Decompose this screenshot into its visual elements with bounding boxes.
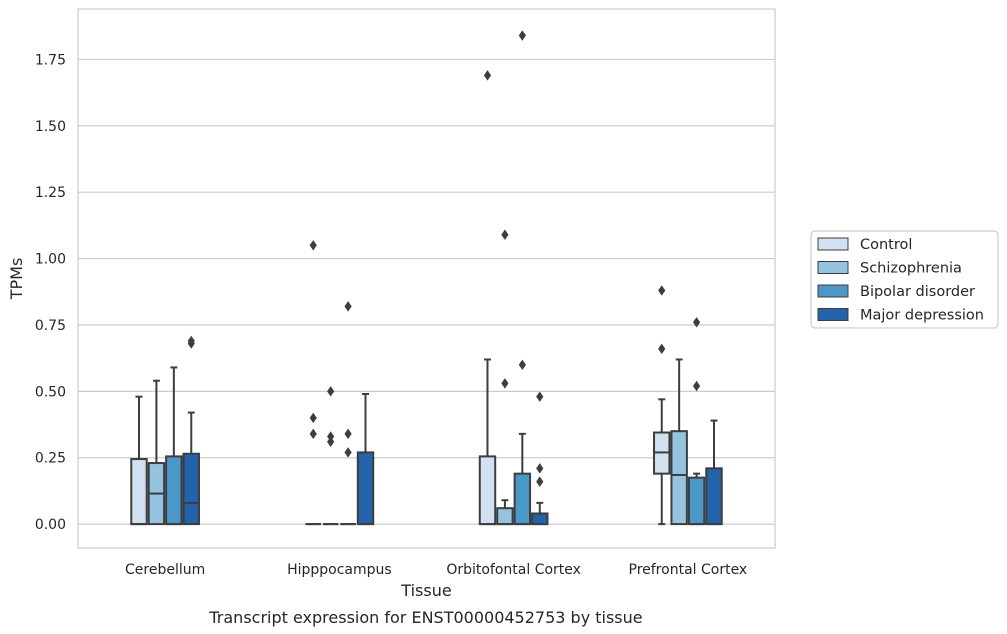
- box-schizophrenia: [496, 229, 514, 526]
- outlier-point: [692, 380, 701, 392]
- iqr-box: [182, 452, 200, 526]
- box-major-depression: [356, 393, 375, 526]
- outlier-point: [309, 428, 317, 440]
- y-tick-label: 1.75: [35, 52, 66, 68]
- outlier-point: [327, 431, 335, 442]
- iqr-box: [130, 458, 148, 526]
- legend-label: Schizophrenia: [860, 261, 962, 277]
- box-control: [305, 240, 321, 526]
- legend-swatch: [817, 237, 849, 251]
- outlier-point: [327, 386, 335, 397]
- y-axis-ticks: 0.00 0.25 0.50 0.75 1.00 1.25 1.50 1.75: [35, 52, 66, 533]
- box-control: [478, 70, 497, 526]
- legend-label: Major depression: [860, 308, 984, 324]
- outlier-point: [536, 391, 544, 402]
- legend-frame: [810, 230, 999, 329]
- x-tick-label: Hipppocampus: [287, 562, 392, 578]
- box-bipolar-disorder: [687, 317, 706, 526]
- iqr-box: [670, 430, 688, 526]
- outlier-point: [501, 229, 509, 240]
- legend-label: Bipolar disorder: [860, 284, 975, 300]
- outlier-point: [309, 412, 317, 424]
- plot-area-frame: [77, 8, 776, 549]
- outlier-point: [344, 447, 352, 458]
- outlier-point: [518, 359, 526, 370]
- box-bipolar-disorder: [340, 301, 356, 526]
- legend-swatch: [817, 308, 849, 321]
- iqr-box: [513, 472, 532, 526]
- box-control: [130, 395, 148, 526]
- y-tick-label: 0.75: [35, 318, 66, 334]
- x-tick-label: Prefrontal Cortex: [629, 562, 748, 578]
- box-major-depression: [705, 419, 723, 526]
- box-groups: [130, 30, 723, 526]
- box-bipolar-disorder: [513, 30, 532, 526]
- x-tick-label: Orbitofontal Cortex: [446, 562, 581, 578]
- outlier-point: [658, 285, 666, 296]
- y-axis-label: TPMs: [7, 258, 26, 301]
- outlier-point: [536, 463, 544, 474]
- iqr-box: [705, 467, 723, 526]
- iqr-box: [356, 451, 375, 526]
- y-tick-label: 0.50: [35, 384, 66, 400]
- x-axis-label: Tissue: [400, 581, 451, 600]
- box-major-depression: [531, 391, 549, 526]
- outlier-point: [536, 476, 544, 487]
- outlier-point: [344, 301, 352, 312]
- y-tick-label: 1.50: [35, 119, 66, 135]
- x-tick-label: Cerebellum: [125, 562, 205, 578]
- y-tick-label: 1.00: [35, 252, 66, 268]
- outlier-point: [692, 317, 701, 328]
- outlier-point: [344, 428, 352, 440]
- outlier-point: [187, 335, 195, 347]
- chart-caption: Transcript expression for ENST0000045275…: [208, 608, 642, 627]
- outlier-point: [327, 436, 335, 447]
- iqr-box: [478, 455, 497, 526]
- y-tick-label: 1.25: [35, 185, 66, 201]
- outlier-point: [518, 30, 526, 41]
- legend-swatch: [817, 261, 849, 274]
- legend: Control Schizophrenia Bipolar disorder Majo…: [810, 230, 999, 329]
- box-major-depression: [182, 335, 200, 526]
- outlier-point: [309, 240, 317, 251]
- y-tick-label: 0.25: [35, 451, 66, 467]
- y-tick-label: 0.00: [35, 517, 66, 533]
- iqr-box: [531, 512, 549, 526]
- legend-label: Control: [860, 237, 912, 253]
- box-schizophrenia: [322, 386, 339, 526]
- legend-swatch: [817, 284, 849, 298]
- iqr-box: [687, 476, 706, 526]
- outlier-point: [483, 70, 492, 81]
- outlier-point: [501, 378, 509, 389]
- outlier-point: [658, 343, 666, 355]
- iqr-box: [496, 507, 514, 526]
- box-schizophrenia: [147, 379, 166, 526]
- box-schizophrenia: [670, 358, 688, 526]
- x-axis-ticks: Cerebellum Hipppocampus Orbitofontal Corte…: [125, 562, 747, 578]
- box-control: [653, 285, 671, 526]
- iqr-box: [165, 455, 183, 526]
- box-bipolar-disorder: [165, 366, 183, 526]
